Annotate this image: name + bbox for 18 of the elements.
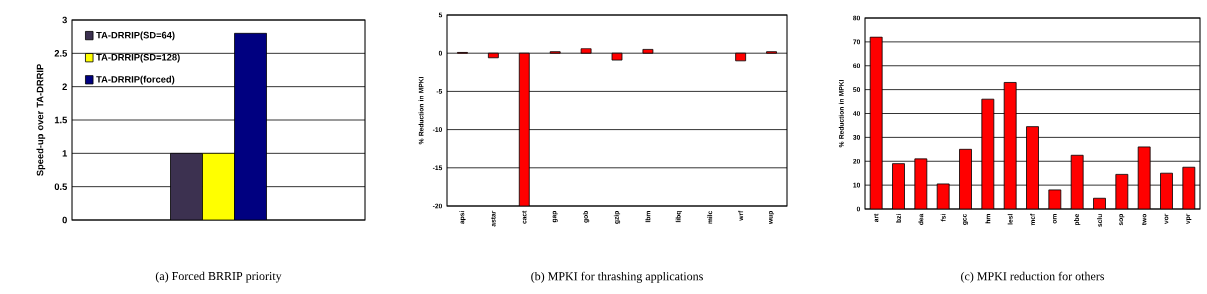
text: (c) MPKI reduction for others (961, 271, 1105, 283)
bar (1003, 82, 1017, 209)
text: (b) MPKI for thrashing applications (531, 271, 703, 283)
y-tick-label: 0.5 (54, 183, 68, 190)
bar (1026, 126, 1039, 209)
bar (869, 36, 883, 209)
y-tick-label: 2 (62, 83, 67, 90)
y-tick-label: 0 (62, 216, 67, 224)
legend-label: TA-DRRIP(SD=128) (96, 53, 180, 63)
legend-label: TA-DRRIP(forced) (96, 75, 175, 85)
y-axis-title: Speed-up over TA-DRRIP (36, 64, 46, 176)
bar (981, 98, 995, 209)
y-tick-label: 3 (62, 16, 67, 24)
text: (a) Forced BRRIP priority (155, 271, 282, 283)
y-tick-label: 2.5 (54, 50, 68, 57)
y-tick-label: 1.5 (54, 116, 68, 124)
legend-label: TA-DRRIP(SD=64) (96, 31, 175, 41)
y-tick-label: 1 (62, 150, 68, 157)
